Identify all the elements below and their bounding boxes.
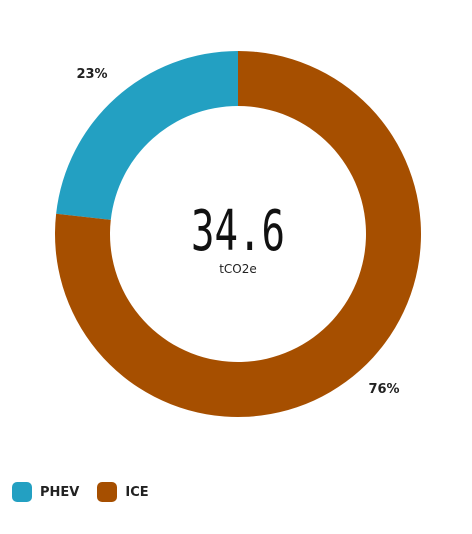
legend: PHEV ICE <box>12 482 149 502</box>
slice-phev[interactable] <box>56 51 238 220</box>
center-unit: tCO2e <box>219 262 257 276</box>
legend-item-ice[interactable]: ICE <box>97 482 149 502</box>
legend-swatch-phev <box>12 482 32 502</box>
center-value: 34.6 <box>191 199 285 264</box>
legend-label-ice: ICE <box>125 484 149 500</box>
slice-label-phev: 23% <box>76 67 107 82</box>
donut-slices <box>54 51 421 417</box>
slice-labels: 23% 76% <box>76 67 399 397</box>
slice-ice[interactable] <box>54 51 421 417</box>
legend-label-phev: PHEV <box>40 484 80 500</box>
slice-label-ice: 76% <box>368 382 399 397</box>
legend-item-phev[interactable]: PHEV <box>12 482 79 502</box>
legend-swatch-ice <box>97 482 118 502</box>
